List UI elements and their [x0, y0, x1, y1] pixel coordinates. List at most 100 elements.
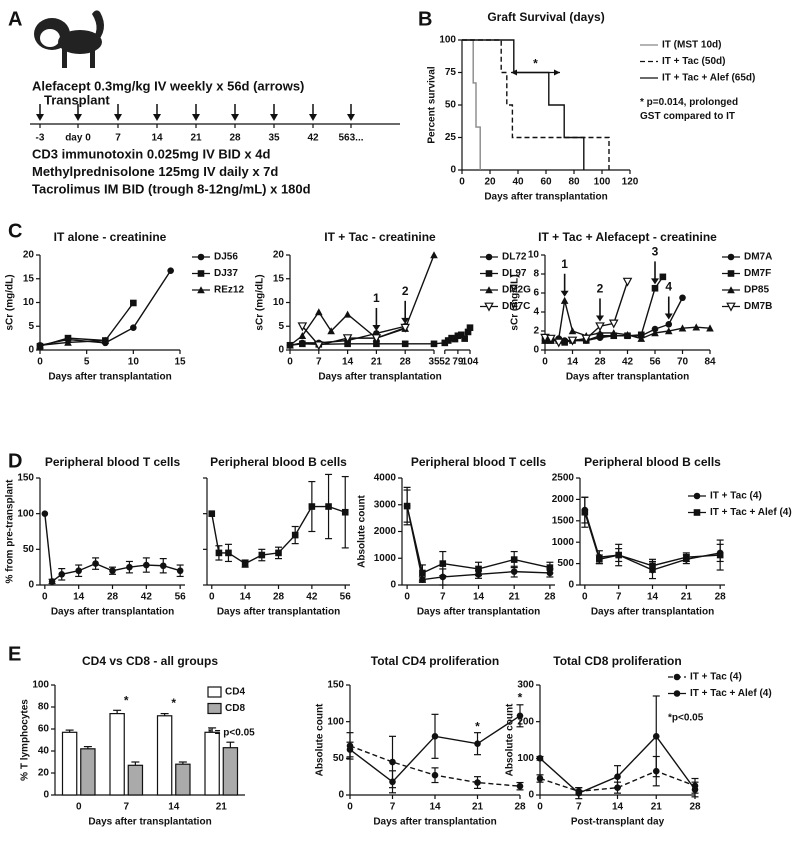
marker: [275, 549, 282, 557]
y-tick-label: 20: [38, 768, 50, 779]
legend-label: DL72: [502, 252, 527, 263]
y-tick-label: 15: [23, 273, 35, 284]
marker: [536, 755, 544, 762]
y-axis-label: Absolute count: [505, 703, 516, 776]
marker: [561, 339, 568, 346]
chart-title: Graft Survival (days): [487, 10, 604, 24]
x-tick-label: 28: [400, 357, 412, 368]
x-tick-label: 84: [704, 357, 716, 368]
marker: [48, 578, 56, 585]
x-tick-label: 60: [540, 177, 552, 188]
legend-label: DM7C: [502, 301, 530, 312]
series-line: [289, 254, 435, 346]
y-tick-label: 1500: [552, 515, 575, 526]
y-tick-label: 0: [278, 345, 284, 356]
timeline-day: 35: [268, 133, 280, 144]
x-tick-label: 70: [677, 357, 689, 368]
marker: [683, 553, 690, 561]
note: *p<0.05: [668, 713, 704, 724]
x-tick-label: 35: [428, 357, 440, 368]
x-tick-label: 0: [347, 802, 353, 813]
marker: [308, 503, 316, 510]
y-tick-label: 80: [38, 702, 50, 713]
marker: [389, 778, 396, 786]
annotation-arrow: [511, 69, 517, 76]
marker: [327, 327, 335, 335]
timeline-header: Alefacept 0.3mg/kg IV weekly x 56d (arro…: [32, 78, 304, 93]
annotation-arrow: [372, 324, 381, 331]
x-tick-label: 80: [568, 177, 580, 188]
x-tick-label: 21: [472, 802, 484, 813]
y-tick-label: 3000: [374, 499, 397, 510]
x-tick-label: 0: [582, 592, 588, 603]
marker: [546, 564, 554, 571]
y-axis-label: sCr (mg/dL): [5, 274, 16, 330]
marker: [615, 551, 622, 559]
marker: [461, 335, 468, 342]
bar: [204, 731, 220, 796]
legend-label: CD4: [225, 687, 245, 698]
y-axis-label: % from pre-transplant: [5, 479, 16, 584]
x-tick-label: 28: [689, 802, 701, 813]
x-axis-label: Days after transplantation: [217, 607, 340, 618]
x-tick-label: 21: [509, 592, 521, 603]
marker: [197, 286, 205, 294]
y-tick-label: 150: [327, 680, 344, 691]
legend-label: IT + Tac + Alef (4): [710, 507, 792, 518]
marker: [258, 551, 266, 559]
y-tick-label: 5: [278, 321, 284, 332]
x-tick-label: 40: [512, 177, 524, 188]
marker: [652, 733, 660, 740]
y-tick-label: 0: [338, 790, 344, 801]
marker: [389, 758, 396, 766]
marker: [159, 562, 167, 570]
x-tick-label: 28: [594, 357, 606, 368]
marker: [431, 771, 439, 779]
marker: [225, 549, 232, 557]
marker: [130, 324, 137, 331]
marker: [109, 567, 116, 575]
regimen: CD3 immunotoxin 0.025mg IV BID x 4d: [32, 146, 270, 161]
series-line: [462, 39, 610, 170]
legend-label: IT + Tac (50d): [662, 56, 725, 67]
y-tick-label: 10: [273, 297, 285, 308]
x-tick-label: 79: [452, 357, 464, 368]
chart-title: Total CD4 proliferation: [371, 654, 499, 668]
y-tick-label: 0: [450, 165, 456, 176]
legend-label: DJ37: [214, 268, 238, 279]
marker: [536, 775, 544, 782]
x-tick-label: 14: [612, 802, 624, 813]
timeline-day: 21: [190, 133, 202, 144]
legend-label: DM7A: [744, 252, 772, 263]
annotation-label: 1: [373, 291, 380, 305]
series-line: [406, 505, 550, 581]
x-tick-label: 21: [681, 592, 693, 603]
x-tick-label: 28: [544, 592, 556, 603]
x-tick-label: 56: [649, 357, 661, 368]
y-tick-label: 100: [439, 35, 456, 46]
x-tick-label: 104: [462, 357, 479, 368]
x-tick-label: 0: [537, 802, 543, 813]
bar: [80, 748, 96, 796]
x-axis-label: Days after transplantation: [318, 372, 441, 383]
x-tick-label: 42: [622, 357, 634, 368]
dose-arrow-head: [114, 114, 122, 121]
marker: [448, 334, 455, 342]
chart-title: IT alone - creatinine: [54, 230, 167, 244]
y-tick-label: 100: [17, 508, 34, 519]
x-tick-label: 28: [107, 592, 119, 603]
marker: [485, 286, 493, 294]
x-tick-label: 20: [484, 177, 496, 188]
y-tick-label: 8: [533, 269, 539, 280]
y-tick-label: 40: [38, 746, 50, 757]
x-axis-label: Days after transplantation: [591, 607, 714, 618]
marker: [622, 277, 633, 287]
x-tick-label: 56: [175, 592, 187, 603]
marker: [64, 334, 72, 342]
x-tick-label: 5: [84, 357, 90, 368]
y-tick-label: 2000: [374, 526, 397, 537]
marker: [706, 324, 714, 332]
marker: [608, 319, 619, 329]
series-line: [39, 270, 172, 346]
timeline-day: 14: [151, 133, 163, 144]
